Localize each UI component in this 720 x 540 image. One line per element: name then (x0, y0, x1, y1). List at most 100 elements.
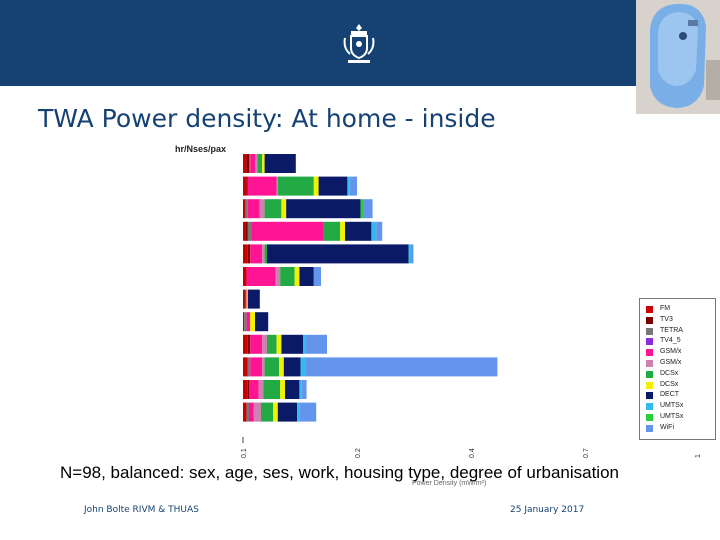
bar-segment (243, 334, 248, 354)
bar-segment (264, 244, 267, 264)
bar-segment (264, 154, 296, 173)
bar-segment (283, 357, 301, 377)
legend-label: TV4_5 (660, 337, 681, 345)
bar-segment (246, 267, 276, 286)
bar-segment (258, 380, 264, 399)
legend-swatch (646, 306, 653, 313)
legend-swatch (646, 327, 653, 335)
legend-swatch (646, 403, 653, 411)
bar-segment (376, 221, 383, 241)
bar-segment (245, 199, 248, 219)
legend-swatch (646, 424, 653, 432)
y-axis-label: hr/Nses/pax (175, 144, 226, 154)
bar-segment (245, 221, 248, 241)
legend-label: GSM/x (660, 348, 682, 356)
bar-segment (276, 334, 282, 354)
bar-segment (297, 402, 300, 422)
bar-segment (243, 380, 248, 399)
bar-segment (299, 402, 317, 422)
slide-title: TWA Power density: At home - inside (38, 104, 496, 133)
x-tick-label: 0.7 (583, 448, 590, 458)
header-banner (0, 0, 720, 86)
bar-segment (349, 176, 357, 196)
bar-segment (243, 312, 245, 332)
bar-segment (360, 199, 363, 219)
legend-label: WiFi (660, 423, 674, 431)
legend-swatch (646, 414, 653, 421)
bar-segment (299, 267, 314, 286)
bar-segment (246, 176, 248, 196)
exposimeter-image (636, 0, 720, 114)
bar-segment (247, 380, 249, 399)
bar-segment (262, 334, 267, 354)
bar-segment (280, 267, 295, 286)
bar-segment (303, 334, 306, 354)
bar-segment (243, 221, 246, 241)
bar-segment (267, 244, 409, 264)
bar-segment (411, 244, 414, 264)
bar-segment (247, 357, 251, 377)
footer-author: John Bolte RIVM & THUAS (84, 505, 199, 515)
legend-label: FM (660, 305, 671, 312)
bar-segment (313, 176, 319, 196)
legend-label: TETRA (660, 326, 683, 334)
bar-segment (340, 221, 345, 241)
bar-segment (277, 176, 314, 196)
bar-segment (281, 334, 303, 354)
bar-segment (286, 199, 361, 219)
bar-segment (371, 221, 377, 241)
bar-segment (249, 380, 259, 399)
bar-segment (281, 199, 287, 219)
legend-label: UMTSx (660, 402, 684, 410)
bar-segment (243, 267, 247, 286)
bar-segment (264, 357, 279, 377)
chart-legend: FM TV3 TETRA TV4_5 GSM/x GSM/x DCSx DCSx DECT UMT… (639, 298, 716, 440)
legend-swatch (646, 360, 653, 367)
bar-segment (273, 402, 278, 422)
bar-segment (261, 402, 273, 422)
coat-of-arms-icon (343, 24, 375, 63)
bar-segment (243, 402, 247, 422)
bar-segment (276, 176, 278, 196)
bar-segment (243, 176, 247, 196)
bar-segment (243, 357, 248, 377)
bar-segment (323, 221, 341, 241)
bar-segment (408, 244, 411, 264)
bar-segment (246, 154, 249, 173)
bar-segment (318, 176, 348, 196)
bar-segment (250, 154, 255, 173)
legend-swatch (646, 381, 653, 389)
bar-segment (345, 221, 372, 241)
bar-segment (245, 289, 247, 309)
bar-segment (255, 312, 269, 332)
bar-segment (247, 334, 251, 354)
legend-label: DCSx (660, 380, 679, 388)
bar-segment (246, 289, 248, 309)
bar-segment (301, 380, 307, 399)
bar-segment (247, 221, 252, 241)
bar-segment (246, 312, 251, 332)
legend-label: DCSx (660, 369, 679, 377)
bar-segment (247, 199, 260, 219)
legend-swatch (646, 349, 653, 357)
x-tick-label: 0.1 (241, 448, 248, 458)
legend-label: TV3 (660, 315, 673, 323)
bar-segment (250, 334, 263, 354)
bar-segment (250, 312, 255, 332)
device-photo (636, 0, 720, 114)
bar-segment (259, 199, 265, 219)
bar-segment (243, 244, 248, 264)
bar-segment (305, 334, 327, 354)
bar-segment (249, 402, 254, 422)
bar-segment (246, 402, 249, 422)
bar-segment (264, 199, 282, 219)
bar-segment (275, 267, 281, 286)
legend-label: UMTSx (660, 413, 684, 420)
bar-segment (253, 402, 261, 422)
legend-swatch (646, 316, 653, 324)
legend-label: DECT (660, 391, 680, 399)
bar-segment (285, 380, 300, 399)
bar-segment (363, 199, 373, 219)
legend-swatch (646, 338, 653, 346)
bar-segment (243, 289, 245, 309)
